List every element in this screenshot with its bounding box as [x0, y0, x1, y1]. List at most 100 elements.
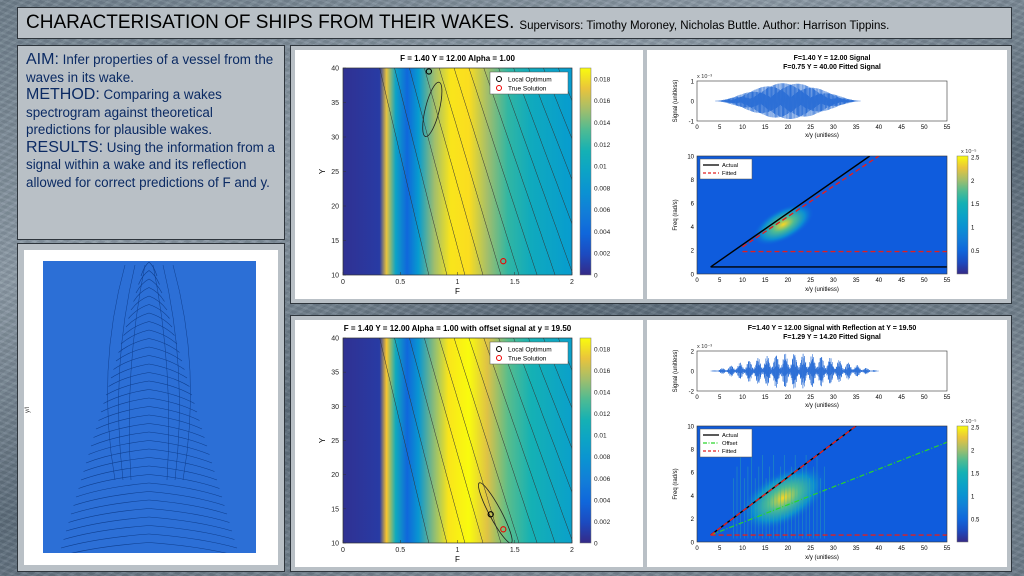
results-panel-top: F = 1.40 Y = 12.00 Alpha = 1.00 0 0.5 1 1.5 2… — [290, 45, 1012, 304]
x-tick-label: 15 — [762, 278, 769, 284]
y-tick-label: 10 — [687, 424, 694, 430]
colorbar-tick-label: 0.018 — [594, 346, 611, 353]
wake-envelope — [107, 264, 126, 481]
colorbar-tick-label: 0.018 — [594, 76, 611, 83]
contour-lines — [379, 68, 572, 275]
wake-crest — [113, 355, 150, 370]
fitted-line — [742, 156, 880, 248]
x-tick-label: 35 — [853, 278, 860, 284]
x-tick-label: 45 — [898, 395, 905, 401]
colorbar-tick-label: 0.006 — [594, 476, 611, 483]
method-section: METHOD: Comparing a wakes spectrogram ag… — [26, 86, 276, 139]
y-tick-label: 0 — [691, 540, 695, 546]
aim-section: AIM: Infer properties of a vessel from t… — [26, 51, 276, 86]
wake-crest — [120, 329, 150, 345]
y-axis-label: Freq (rad/s) — [673, 199, 679, 230]
spectrogram-frame — [696, 155, 948, 275]
contour-line — [483, 338, 556, 543]
contour-chart-2: F = 1.40 Y = 12.00 Alpha = 1.00 with off… — [318, 324, 611, 564]
wake-envelope — [172, 264, 191, 481]
colorbar-tick-label: 0.014 — [594, 389, 611, 396]
x-tick-label: 15 — [762, 125, 769, 131]
signal-card-1: F=1.40 Y = 12.00 Signal F=0.75 Y = 40.00 … — [647, 50, 1007, 299]
x-tick-label: 45 — [898, 278, 905, 284]
chart-subtitle: F=1.29 Y = 14.20 Fitted Signal — [783, 334, 881, 341]
legend-marker-local — [496, 76, 502, 82]
x-tick-label: 30 — [830, 125, 837, 131]
wake-crest — [133, 287, 150, 302]
colorbar — [579, 337, 592, 544]
contour-chart-1: F = 1.40 Y = 12.00 Alpha = 1.00 0 0.5 1 1.5 2… — [318, 54, 611, 296]
x-tick-label: 10 — [739, 546, 746, 552]
legend-label: Local Optimum — [508, 347, 552, 354]
results-section: RESULTS: Using the information from a si… — [26, 139, 276, 192]
signal-trace — [715, 83, 861, 120]
contour-lines — [379, 338, 572, 543]
x-tick-label: 1 — [456, 547, 460, 554]
y-tick-label: 10 — [331, 541, 339, 548]
summary-box: AIM: Infer properties of a vessel from t… — [17, 45, 285, 240]
heatmap-field — [343, 68, 572, 275]
wake-crest — [148, 465, 218, 481]
colorbar-tick-label: 0.5 — [971, 517, 980, 523]
x-tick-label: 30 — [830, 546, 837, 552]
chart-subtitle: F=0.75 Y = 40.00 Fitted Signal — [783, 64, 881, 71]
y-axis-label: Signal (unitless) — [673, 350, 679, 393]
contour-line — [468, 68, 538, 275]
y-tick-label: 2 — [691, 349, 695, 355]
page-title: CHARACTERISATION OF SHIPS FROM THEIR WAK… — [26, 12, 515, 33]
wake-crest — [148, 304, 170, 319]
y-tick-label: 4 — [691, 225, 695, 231]
x-tick-label: 10 — [739, 395, 746, 401]
x-tick-label: 25 — [807, 546, 814, 552]
contour-line — [513, 338, 572, 493]
contour-line — [543, 68, 572, 140]
y-tick-label: 4 — [691, 494, 695, 500]
contour-line — [453, 338, 520, 543]
contour-line — [528, 338, 572, 450]
legend-label: True Solution — [508, 356, 547, 363]
x-tick-label: 50 — [921, 546, 928, 552]
energy-blob — [739, 465, 827, 531]
legend-label: True Solution — [508, 86, 547, 93]
spectrogram-content — [710, 156, 948, 268]
x-tick-label: 2 — [570, 279, 574, 286]
legend-label: Offset — [722, 441, 738, 447]
x-tick-label: 0 — [695, 125, 699, 131]
contour-card-2: F = 1.40 Y = 12.00 Alpha = 1.00 with off… — [295, 320, 644, 567]
y-tick-label: 15 — [331, 506, 339, 513]
colorbar-exponent: x 10⁻⁵ — [961, 148, 977, 155]
wake-crest — [105, 380, 150, 396]
wake-crest — [148, 542, 227, 553]
energy-blob — [752, 203, 815, 246]
true-solution-marker — [500, 526, 507, 533]
x-tick-label: 15 — [762, 395, 769, 401]
aim-label: AIM: — [26, 51, 59, 68]
method-label: METHOD: — [26, 86, 100, 103]
x-tick-label: 35 — [853, 395, 860, 401]
wake-crest — [148, 448, 213, 464]
y-tick-label: 25 — [331, 438, 339, 445]
x-tick-label: 20 — [785, 546, 792, 552]
x-tick-label: 0.5 — [395, 279, 405, 286]
colorbar-tick-label: 0 — [594, 541, 598, 548]
contour-line — [528, 68, 572, 181]
wake-crest — [80, 465, 150, 481]
legend-label: Actual — [722, 163, 738, 169]
colorbar-tick-label: 2.5 — [971, 425, 980, 431]
wake-crest — [103, 389, 150, 404]
colorbar-tick-label: 0.5 — [971, 249, 980, 255]
wake-crest — [110, 363, 150, 379]
contour-line — [438, 338, 502, 543]
wake-crest — [108, 372, 150, 387]
legend-label: Actual — [722, 433, 738, 439]
wake-crest — [118, 338, 150, 353]
signal-trace — [710, 353, 879, 389]
colorbar-tick-label: 0.01 — [594, 164, 607, 171]
colorbar-tick-label: 2.5 — [971, 155, 980, 161]
contour-line — [394, 68, 448, 275]
wake-crest — [70, 499, 150, 515]
wake-crest — [148, 295, 168, 311]
wake-crest — [148, 431, 208, 447]
y-tick-label: 40 — [331, 66, 339, 73]
